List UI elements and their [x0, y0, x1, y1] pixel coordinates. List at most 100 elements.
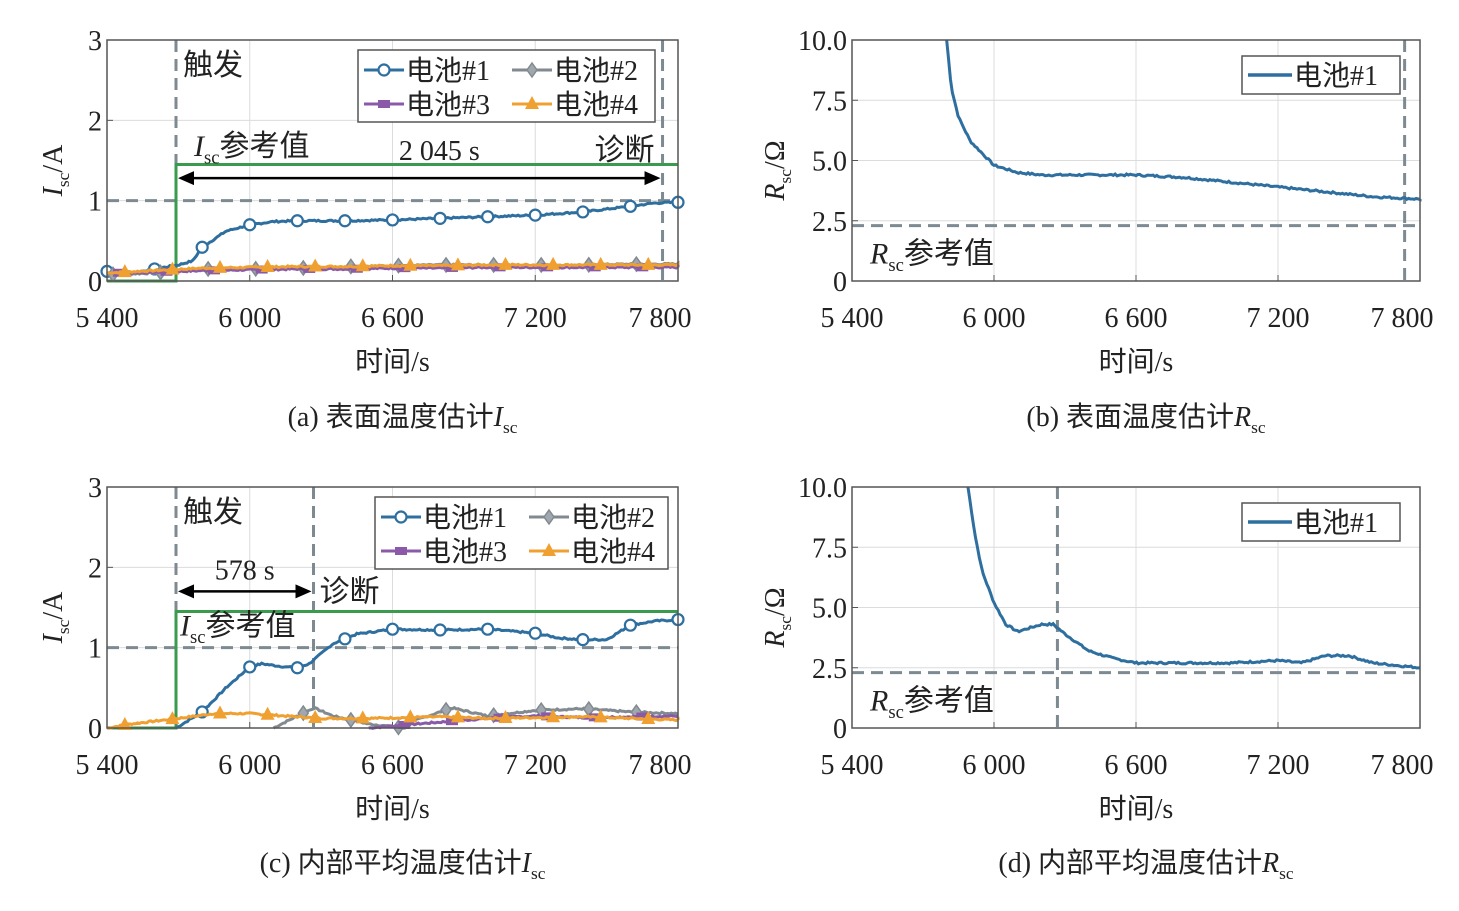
data-point	[593, 709, 608, 723]
diagnosis-label: 诊断	[320, 575, 380, 608]
x-tick-label: 6 600	[1105, 303, 1168, 334]
threshold-label-suffix: 参考值	[904, 238, 994, 271]
threshold-label-suffix: 参考值	[904, 685, 994, 718]
y-tick-label: 2	[88, 553, 102, 584]
data-point	[117, 716, 132, 730]
reference-label-suffix: 参考值	[205, 610, 295, 643]
y-tick-label: 3	[88, 473, 102, 504]
x-axis-label: 时间/s	[1099, 793, 1174, 825]
x-tick-label: 7 200	[1247, 750, 1310, 781]
series-line	[106, 711, 680, 730]
data-point	[641, 710, 656, 724]
legend: 电池#1 电池#2 电池#3 电池#4	[357, 49, 656, 123]
y-tick-label: 1	[88, 187, 102, 218]
data-point	[528, 626, 542, 640]
plot-frame	[106, 39, 679, 282]
series-4	[106, 705, 680, 730]
caption: (c) 内部平均温度估计Isc	[260, 847, 546, 883]
y-axis-label: Isc/A	[38, 591, 73, 645]
data-point	[498, 710, 513, 724]
x-tick-label: 7 200	[504, 303, 567, 334]
legend-label: 电池#3	[423, 536, 507, 568]
legend-label: 电池#4	[571, 536, 655, 568]
y-tick-label: 5.0	[812, 147, 847, 178]
caption-sub: sc	[503, 418, 518, 437]
data-point	[481, 210, 495, 224]
x-tick-label: 6 600	[1105, 750, 1168, 781]
x-tick-label: 5 400	[821, 750, 884, 781]
threshold-label: Rsc参考值	[869, 238, 994, 277]
data-point	[350, 264, 363, 273]
data-point	[636, 712, 649, 721]
data-point	[165, 711, 180, 725]
series-3	[106, 263, 680, 277]
data-point	[385, 213, 400, 227]
data-point	[493, 263, 506, 272]
y-tick-label: 2.5	[812, 654, 847, 685]
x-tick-label: 7 200	[1247, 303, 1310, 334]
data-point	[308, 709, 323, 723]
legend-marker	[394, 510, 408, 524]
y-axis-label-suffix: /Ω	[760, 587, 791, 616]
legend-marker	[543, 508, 555, 526]
data-point	[546, 256, 561, 270]
reference-label-sub: sc	[190, 627, 206, 648]
trigger-label: 触发	[183, 49, 243, 82]
reference-label-var: I	[193, 130, 206, 163]
legend-marker	[377, 63, 391, 77]
legend-label: 电池#2	[554, 55, 638, 87]
series-line	[106, 261, 680, 275]
caption-sub: sc	[1251, 418, 1266, 437]
duration-label: 578 s	[215, 555, 275, 586]
data-point	[576, 205, 590, 219]
caption-var: R	[1233, 402, 1251, 433]
data-point	[623, 199, 638, 213]
data-point	[403, 257, 418, 271]
legend-label: 电池#3	[406, 89, 490, 121]
data-point	[355, 710, 370, 724]
caption-prefix: (b) 表面温度估计	[1026, 401, 1234, 433]
data-point	[338, 214, 352, 228]
series-line	[106, 263, 680, 276]
y-tick-label: 1	[88, 634, 102, 665]
series-line	[175, 617, 679, 730]
data-point	[546, 709, 561, 723]
caption-prefix: (d) 内部平均温度估计	[998, 847, 1262, 879]
data-point	[433, 623, 447, 637]
series-1	[945, 39, 1422, 202]
data-point	[403, 709, 418, 723]
legend-label: 电池#1	[1294, 60, 1378, 92]
data-point	[165, 261, 180, 275]
caption-sub: sc	[531, 864, 546, 883]
y-tick-label: 2.5	[812, 207, 847, 238]
diagnosis-label: 诊断	[595, 134, 655, 167]
arrow-head-left	[177, 584, 194, 599]
data-point	[623, 618, 638, 632]
data-point	[260, 706, 275, 720]
data-point	[243, 660, 257, 674]
data-point	[641, 256, 656, 270]
data-point	[308, 258, 323, 272]
y-axis-label-sub: sc	[54, 619, 73, 634]
legend: 电池#1	[1241, 55, 1401, 95]
data-point	[445, 263, 458, 272]
x-tick-label: 7 200	[504, 750, 567, 781]
x-tick-label: 7 800	[1371, 750, 1434, 781]
y-tick-label: 2	[88, 106, 102, 137]
legend: 电池#1	[1241, 502, 1401, 542]
y-axis-label: Rsc/Ω	[760, 140, 795, 201]
y-axis-label-sub: sc	[54, 172, 73, 187]
data-point	[433, 211, 447, 225]
data-point	[117, 264, 132, 278]
x-tick-label: 6 000	[218, 303, 281, 334]
data-point	[450, 709, 465, 723]
data-point	[398, 720, 411, 729]
y-tick-label: 7.5	[812, 533, 847, 564]
series-1	[175, 612, 685, 730]
y-axis-label: Rsc/Ω	[760, 587, 795, 648]
y-tick-label: 3	[88, 26, 102, 57]
caption-sub: sc	[1279, 864, 1294, 883]
data-point	[338, 632, 352, 646]
y-tick-label: 10.0	[798, 473, 847, 504]
